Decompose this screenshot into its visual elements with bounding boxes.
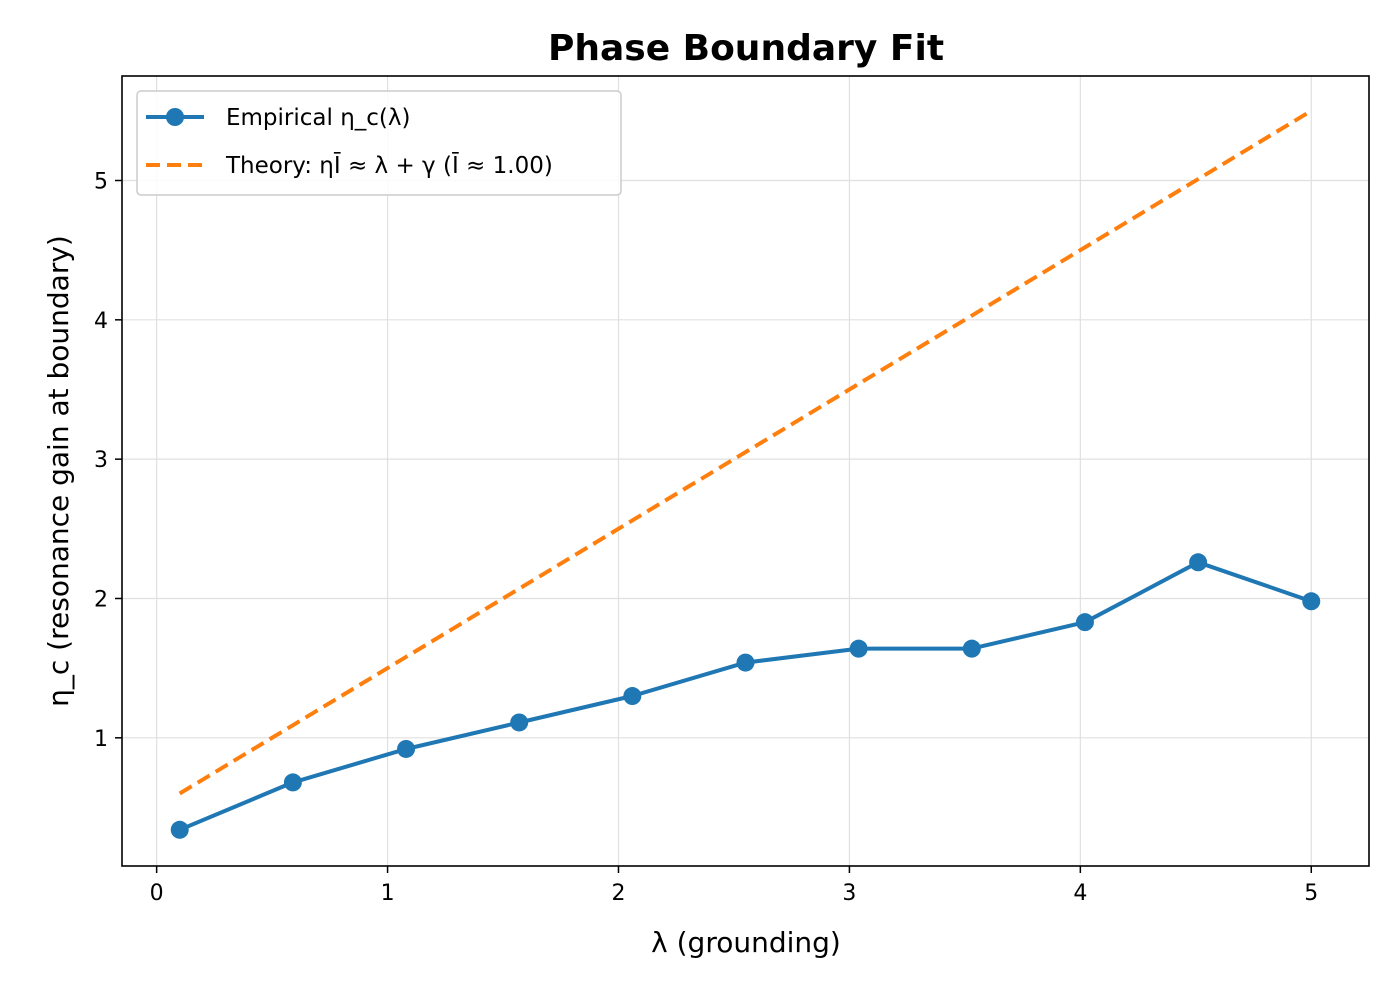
legend-marker-empirical bbox=[166, 108, 184, 126]
data-point bbox=[1189, 553, 1208, 572]
series-line-empirical bbox=[178, 560, 1312, 832]
x-tick-label: 1 bbox=[381, 881, 395, 906]
x-tick-label: 3 bbox=[842, 881, 856, 906]
y-axis-label: η_c (resonance gain at boundary) bbox=[42, 235, 75, 707]
axis-ticks: 0 1 2 3 4 5 1 2 3 4 5 bbox=[94, 169, 1318, 906]
data-point bbox=[623, 687, 642, 706]
chart-title: Phase Boundary Fit bbox=[548, 28, 944, 69]
plot-area bbox=[170, 109, 1321, 839]
data-point bbox=[397, 739, 416, 758]
x-tick-label: 5 bbox=[1304, 881, 1318, 906]
x-axis-label: λ (grounding) bbox=[651, 926, 841, 959]
data-point bbox=[510, 713, 529, 732]
x-tick-label: 4 bbox=[1073, 881, 1087, 906]
legend-label-theory: Theory: ηĪ ≈ λ + γ (Ī ≈ 1.00) bbox=[225, 152, 553, 179]
y-tick-label: 3 bbox=[94, 448, 108, 473]
y-tick-label: 1 bbox=[94, 727, 108, 752]
legend-label-empirical: Empirical η_c(λ) bbox=[226, 105, 411, 131]
data-point bbox=[170, 820, 189, 839]
data-point bbox=[1302, 592, 1321, 611]
legend: Empirical η_c(λ) Theory: ηĪ ≈ λ + γ (Ī ≈… bbox=[136, 90, 622, 196]
y-tick-label: 2 bbox=[94, 587, 108, 612]
series-line-theory bbox=[178, 109, 1313, 796]
x-tick-label: 0 bbox=[150, 881, 164, 906]
data-point bbox=[283, 773, 302, 792]
axes-frame bbox=[121, 75, 1370, 867]
data-point bbox=[736, 653, 755, 672]
y-tick-label: 4 bbox=[94, 309, 108, 334]
data-point bbox=[962, 639, 981, 658]
x-tick-label: 2 bbox=[611, 881, 625, 906]
data-point bbox=[1075, 613, 1094, 632]
y-tick-label: 5 bbox=[94, 169, 108, 194]
data-point bbox=[849, 639, 868, 658]
legend-box bbox=[136, 90, 622, 196]
